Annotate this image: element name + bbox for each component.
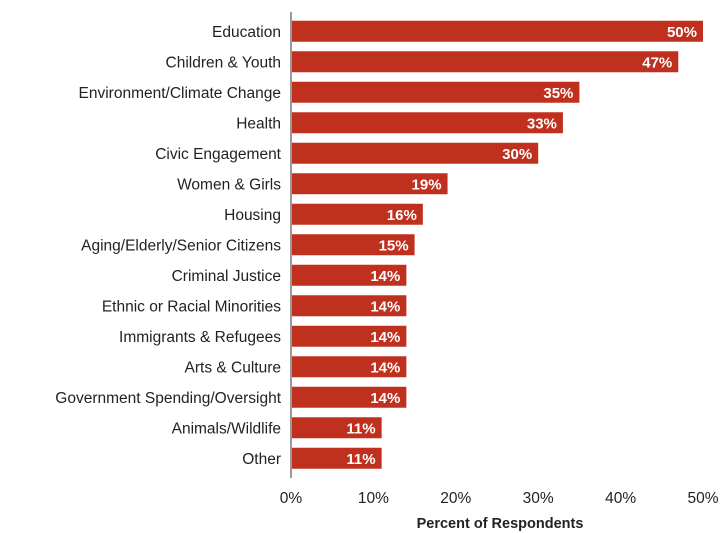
bar-value-label: 14%	[370, 359, 400, 376]
category-labels-group: Education Children & Youth Environment/Cli…	[55, 24, 281, 468]
bar	[292, 173, 448, 195]
bar-value-label: 30%	[502, 146, 532, 163]
bar	[292, 112, 563, 134]
x-tick-label: 10%	[358, 490, 389, 507]
bar-value-label: 11%	[346, 451, 375, 468]
bar	[292, 386, 407, 408]
bar-value-label: 19%	[412, 176, 442, 193]
bar-value-label: 35%	[543, 85, 573, 102]
category-label: Criminal Justice	[172, 268, 281, 285]
bar-value-label: 15%	[379, 237, 409, 254]
bar-value-label: 16%	[387, 207, 417, 224]
value-labels-group: 50% 47% 35% 33% 30% 19% 16% 15% 14% 14% 14% 14% 14% 1…	[346, 24, 697, 468]
x-tick-label: 0%	[280, 490, 303, 507]
bar	[292, 417, 382, 439]
category-label: Housing	[224, 207, 281, 224]
category-label: Aging/Elderly/Senior Citizens	[81, 237, 281, 254]
category-label: Children & Youth	[166, 54, 281, 71]
bar	[292, 295, 407, 317]
x-axis-title: Percent of Respondents	[417, 516, 584, 532]
bar-value-label: 14%	[370, 390, 400, 407]
bar-value-label: 14%	[370, 298, 400, 315]
category-label: Civic Engagement	[155, 146, 281, 163]
category-label: Government Spending/Oversight	[55, 390, 281, 407]
bar-value-label: 11%	[346, 420, 375, 437]
bar-value-label: 33%	[527, 115, 557, 132]
x-tick-label: 40%	[605, 490, 636, 507]
bars-group	[292, 20, 703, 469]
bar	[292, 234, 415, 256]
category-label: Arts & Culture	[185, 359, 281, 376]
bar	[292, 325, 407, 347]
bar	[292, 356, 407, 378]
x-tick-label: 50%	[687, 490, 718, 507]
category-label: Environment/Climate Change	[79, 85, 281, 102]
bar	[292, 203, 423, 225]
bar-value-label: 14%	[370, 329, 400, 346]
bar	[292, 20, 703, 42]
x-tick-labels-group: 0% 10% 20% 30% 40% 50%	[280, 490, 719, 507]
category-label: Women & Girls	[177, 176, 281, 193]
bar	[292, 447, 382, 469]
bar	[292, 51, 679, 73]
bar	[292, 81, 580, 103]
category-label: Animals/Wildlife	[172, 420, 281, 437]
category-label: Education	[212, 24, 281, 41]
category-label: Other	[242, 451, 281, 468]
x-tick-label: 20%	[440, 490, 471, 507]
bar-value-label: 50%	[667, 24, 697, 41]
bar-value-label: 47%	[642, 54, 672, 71]
category-label: Immigrants & Refugees	[119, 329, 281, 346]
category-label: Health	[236, 115, 281, 132]
category-label: Ethnic or Racial Minorities	[102, 298, 281, 315]
x-tick-label: 30%	[523, 490, 554, 507]
bar-value-label: 14%	[370, 268, 400, 285]
bar	[292, 142, 539, 164]
bar	[292, 264, 407, 286]
